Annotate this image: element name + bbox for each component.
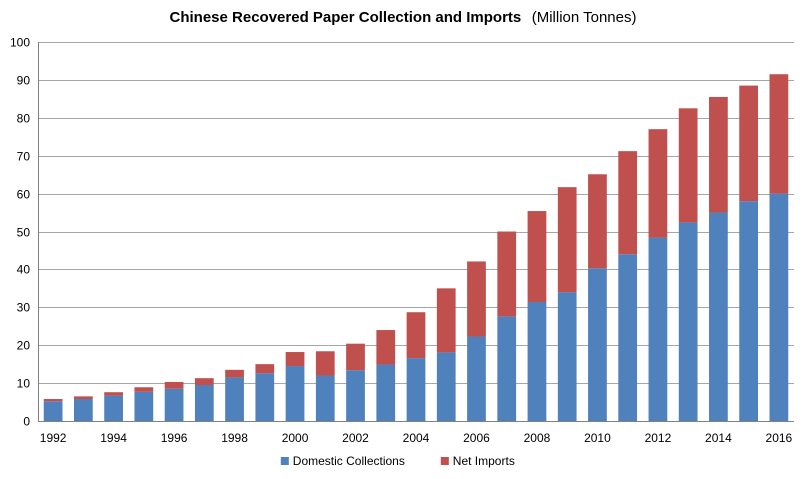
y-tick-label: 30 [17,301,31,315]
legend-swatch [280,457,289,465]
x-tick-label: 2014 [705,431,732,445]
bar-net-imports [73,396,93,400]
bar-net-imports [194,378,214,385]
x-tick-label: 1994 [100,431,127,445]
legend-item: Domestic Collections [280,454,405,468]
bar-net-imports [588,174,607,269]
bar-net-imports [497,231,517,317]
bar-domestic-collections [436,352,456,421]
bars [43,74,789,421]
chart-title-main: Chinese Recovered Paper Collection and I… [170,9,522,26]
legend-label: Domestic Collections [293,454,405,468]
bar-domestic-collections [557,292,577,421]
bar-domestic-collections [285,366,305,421]
y-tick-label: 10 [17,377,31,391]
y-tick-label: 0 [23,415,30,429]
bar-domestic-collections [346,370,365,421]
bar-domestic-collections [134,391,154,421]
gridlines [38,42,794,384]
bar-net-imports [678,108,698,223]
bar-domestic-collections [678,222,698,421]
x-tick-label: 2016 [766,431,793,445]
x-axis: 1992 1994 1996 1998 2000 2002 2004 2006 2008 2010… [38,421,794,445]
legend-item: Net Imports [440,454,515,468]
y-tick-label: 80 [17,112,31,126]
bar-net-imports [739,85,759,202]
x-tick-label: 2008 [524,431,551,445]
bar-net-imports [436,288,456,353]
bar-net-imports [467,261,486,337]
bar-domestic-collections [497,316,517,421]
y-tick-label: 70 [17,150,31,164]
bar-domestic-collections [588,268,607,421]
chart-title-unit: (Million Tonnes) [532,9,637,26]
chart-title: Chinese Recovered Paper Collection and I… [170,9,637,26]
bar-domestic-collections [406,358,426,421]
y-tick-label: 50 [17,226,31,240]
legend-label: Net Imports [453,454,515,468]
x-tick-label: 1998 [221,431,248,445]
bar-net-imports [709,96,728,213]
bar-net-imports [104,392,123,396]
bar-domestic-collections [43,401,63,421]
y-tick-label: 20 [17,339,31,353]
bar-net-imports [618,151,638,255]
x-tick-label: 1996 [161,431,188,445]
bar-domestic-collections [739,201,759,421]
x-tick-label: 2002 [342,431,369,445]
x-tick-label: 1992 [40,431,67,445]
bar-domestic-collections [104,395,123,421]
bar-domestic-collections [376,364,396,421]
y-axis: 0 10 20 30 40 50 60 70 80 90 100 [10,36,39,429]
bar-net-imports [225,369,244,378]
bar-net-imports [769,74,789,194]
bar-domestic-collections [225,377,244,421]
bar-net-imports [164,381,184,389]
legend-swatch [440,457,449,465]
y-tick-label: 60 [17,188,31,202]
bar-net-imports [406,312,426,359]
bar-net-imports [255,364,275,374]
y-tick-label: 100 [10,36,30,50]
bar-net-imports [134,387,154,392]
bar-domestic-collections [164,388,184,421]
bar-domestic-collections [618,254,638,421]
bar-domestic-collections [315,375,335,421]
bar-domestic-collections [648,237,668,421]
bar-domestic-collections [255,373,275,421]
bar-domestic-collections [709,212,728,421]
y-tick-label: 40 [17,263,31,277]
bar-domestic-collections [73,399,93,421]
x-tick-label: 2006 [463,431,490,445]
bar-net-imports [376,330,396,365]
legend: Domestic Collections Net Imports [280,454,515,468]
bar-domestic-collections [769,193,789,421]
x-tick-label: 2004 [403,431,430,445]
bar-net-imports [557,187,577,293]
bar-net-imports [315,351,335,376]
x-tick-label: 2012 [645,431,672,445]
bar-net-imports [43,399,63,402]
bar-net-imports [527,211,547,302]
bar-domestic-collections [194,384,214,421]
x-tick-label: 2010 [584,431,611,445]
bar-net-imports [648,129,668,238]
bar-domestic-collections [467,336,486,421]
bar-net-imports [285,352,305,367]
x-tick-label: 2000 [282,431,309,445]
bar-domestic-collections [527,301,547,421]
bar-net-imports [346,343,365,371]
y-tick-label: 90 [17,74,31,88]
